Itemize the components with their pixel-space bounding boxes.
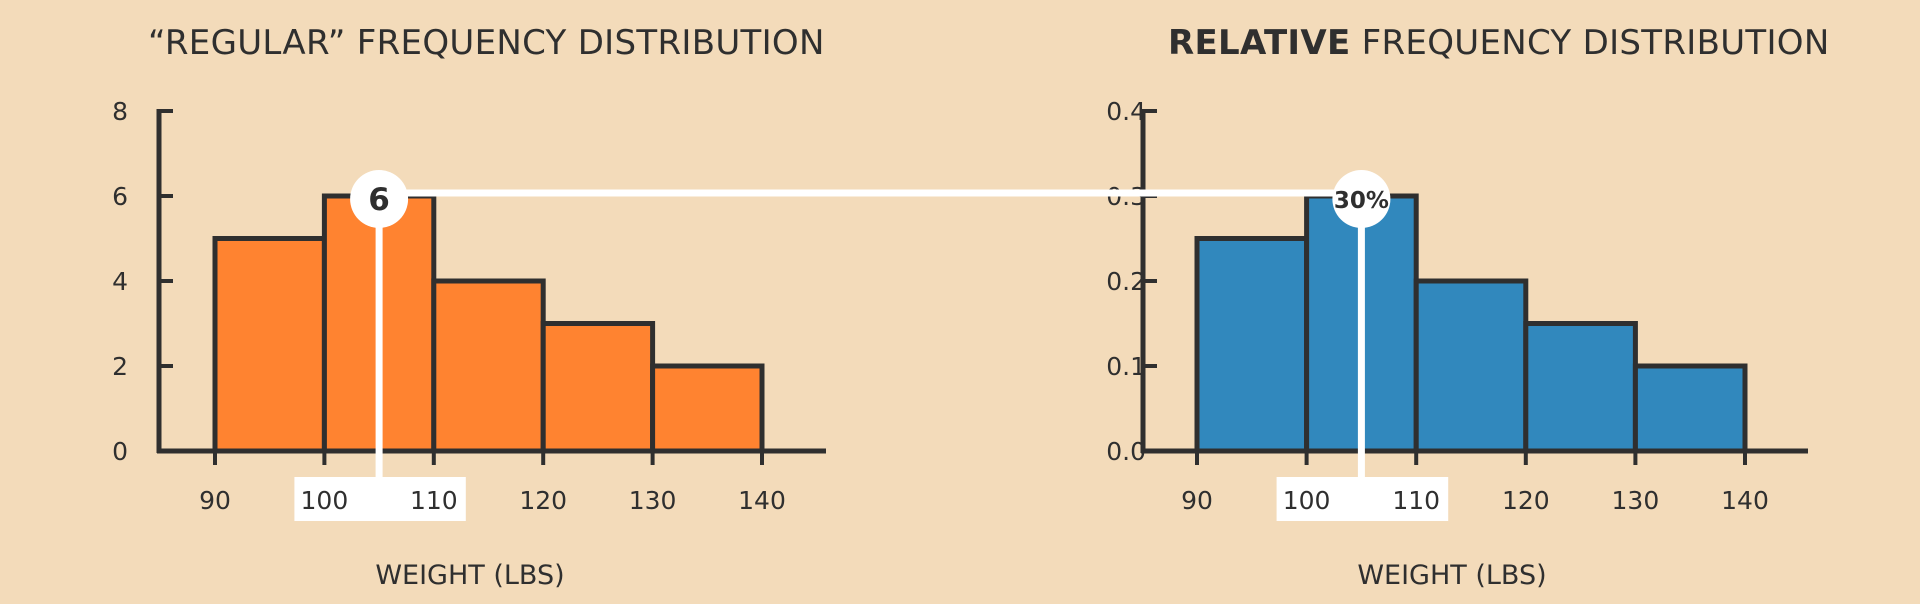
x-tick-label: 120 — [1502, 486, 1550, 515]
histogram-bar — [431, 278, 546, 454]
y-tick-label: 6 — [112, 182, 128, 211]
y-tick-label: 0.0 — [1106, 437, 1146, 466]
histogram-bar — [540, 321, 656, 454]
value-callout-label: 30% — [1334, 188, 1389, 214]
frequency-chart: “REGULAR” FREQUENCY DISTRIBUTION 0 2 4 6 8 9… — [112, 23, 826, 591]
value-callout-label: 6 — [368, 182, 390, 218]
x-tick-label: 140 — [1721, 486, 1769, 515]
x-axis-label: WEIGHT (LBS) — [1357, 560, 1546, 591]
value-callout-circle — [1332, 170, 1391, 228]
x-tick-label: 90 — [199, 486, 231, 515]
histogram-bar — [1523, 321, 1638, 454]
x-tick-label: 130 — [1612, 486, 1660, 515]
callout-overlay: 100 110 100 110 6 30% — [294, 170, 1449, 521]
y-tick-label: 0.2 — [1106, 267, 1146, 296]
y-tick-label: 8 — [112, 97, 128, 126]
x-tick-label: 120 — [519, 486, 567, 515]
histogram-bar — [1632, 363, 1748, 454]
x-tick-label: 130 — [629, 486, 677, 515]
y-tick-label: 0 — [112, 437, 128, 466]
y-tick-label: 2 — [112, 352, 128, 381]
x-tick-label: 90 — [1181, 486, 1213, 515]
x-axis-label: WEIGHT (LBS) — [375, 560, 564, 591]
relative-frequency-chart: RELATIVE FREQUENCY DISTRIBUTION 0.0 0.1 0.… — [1106, 23, 1829, 591]
histogram-bar — [1413, 278, 1529, 454]
y-tick-label: 0.4 — [1106, 97, 1146, 126]
x-tick-label-highlighted: 100 — [301, 486, 349, 515]
x-tick-label-highlighted: 110 — [1392, 486, 1440, 515]
y-tick-label: 4 — [112, 267, 128, 296]
y-tick-label: 0.1 — [1106, 352, 1146, 381]
value-callout-circle — [350, 170, 409, 228]
highlight-bin-box — [294, 477, 466, 521]
x-tick-label-highlighted: 100 — [1283, 486, 1331, 515]
x-tick-label: 140 — [738, 486, 786, 515]
histogram-bar — [212, 236, 327, 454]
histogram-bar — [650, 363, 765, 454]
chart-title: RELATIVE FREQUENCY DISTRIBUTION — [1168, 23, 1830, 63]
chart-title: “REGULAR” FREQUENCY DISTRIBUTION — [148, 23, 825, 63]
highlight-bin-box — [1276, 477, 1449, 521]
histogram-bar — [1194, 236, 1310, 454]
x-tick-label-highlighted: 110 — [410, 486, 458, 515]
